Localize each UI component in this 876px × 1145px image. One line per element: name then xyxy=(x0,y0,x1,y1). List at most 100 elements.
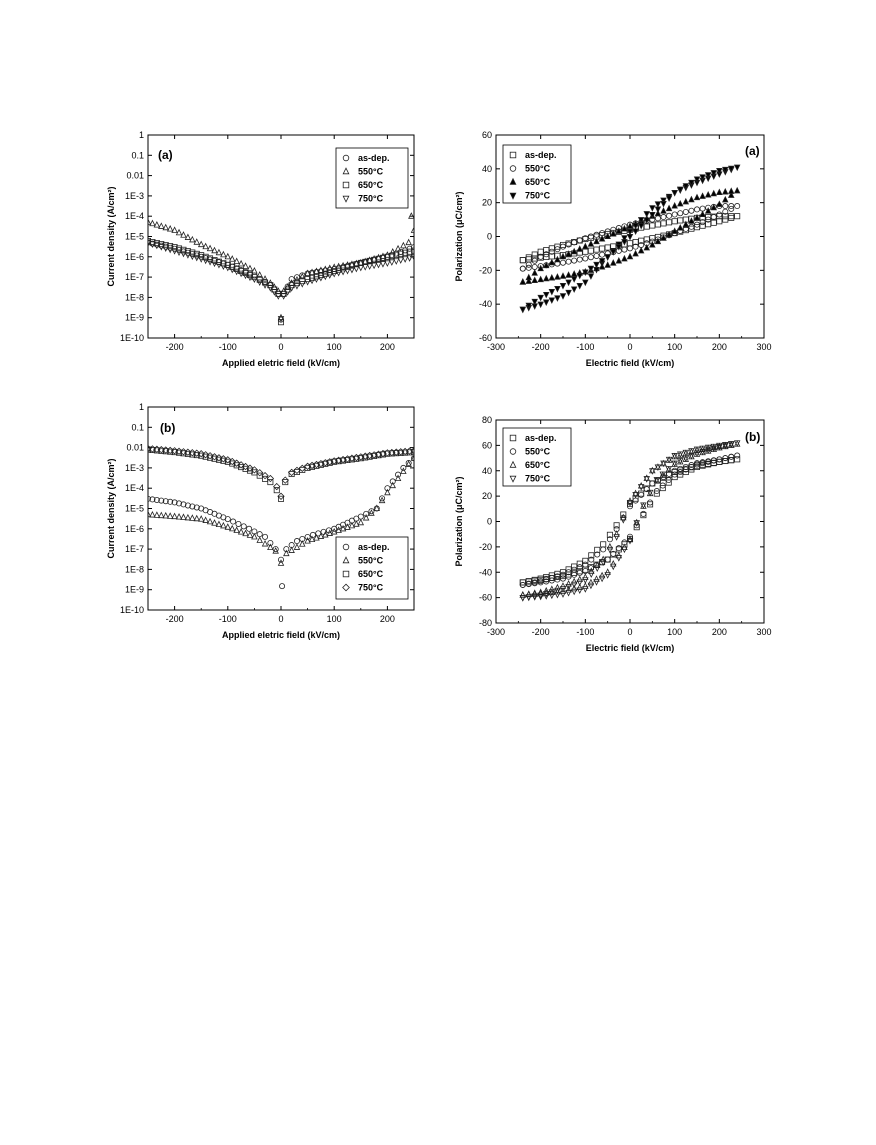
y-tick-label: 1E-7 xyxy=(125,272,144,282)
x-tick-label: 200 xyxy=(712,342,727,352)
data-point xyxy=(565,289,572,297)
data-point xyxy=(694,206,701,213)
data-point xyxy=(250,466,259,474)
data-point xyxy=(262,533,269,540)
data-point xyxy=(149,496,156,503)
data-point xyxy=(519,595,527,602)
data-point xyxy=(604,244,611,251)
data-point xyxy=(565,271,572,278)
data-point xyxy=(728,453,735,460)
data-point xyxy=(273,482,281,491)
data-point xyxy=(267,285,274,292)
data-point xyxy=(357,264,365,272)
y-tick-label: -20 xyxy=(479,265,492,275)
data-point xyxy=(677,199,684,207)
data-point xyxy=(153,221,161,228)
data-point xyxy=(410,247,414,254)
data-point xyxy=(733,440,741,447)
data-point xyxy=(688,217,695,224)
data-point xyxy=(728,213,735,220)
data-point xyxy=(388,259,396,266)
data-point xyxy=(671,453,678,460)
y-tick-label: 0.01 xyxy=(126,171,144,181)
y-tick-label: 1 xyxy=(139,130,144,140)
data-point xyxy=(525,277,533,284)
legend-marker xyxy=(509,165,517,172)
data-point xyxy=(224,458,231,465)
data-point xyxy=(235,520,242,527)
y-tick-label: 1E-3 xyxy=(125,191,144,201)
data-point xyxy=(613,530,620,537)
data-point xyxy=(267,479,274,486)
data-point xyxy=(361,264,369,271)
data-point xyxy=(560,243,567,250)
data-point xyxy=(598,575,606,583)
data-point xyxy=(283,546,290,553)
data-point xyxy=(548,585,556,592)
data-point xyxy=(215,454,223,462)
data-point xyxy=(313,269,320,276)
data-point xyxy=(224,264,232,272)
data-point xyxy=(665,477,672,484)
data-point xyxy=(638,491,645,498)
data-point xyxy=(184,252,192,259)
x-tick-label: -100 xyxy=(576,342,594,352)
data-point xyxy=(366,256,373,263)
data-point xyxy=(682,466,689,473)
data-point xyxy=(588,556,595,563)
data-point xyxy=(722,213,729,220)
data-point xyxy=(649,205,656,212)
data-point xyxy=(699,219,706,226)
y-tick-label: 1E-8 xyxy=(125,292,144,302)
data-point xyxy=(189,503,196,510)
data-point xyxy=(148,495,151,502)
y-tick-label: 1E-7 xyxy=(125,544,144,554)
data-point xyxy=(531,255,538,262)
data-point xyxy=(688,195,695,203)
data-point xyxy=(531,276,538,283)
data-point xyxy=(202,516,209,523)
data-point xyxy=(587,578,595,586)
data-point xyxy=(570,286,578,293)
data-point xyxy=(394,474,402,482)
data-point xyxy=(633,518,640,526)
data-point xyxy=(288,285,295,292)
data-point xyxy=(162,498,169,505)
data-point xyxy=(621,246,628,253)
data-point xyxy=(531,298,538,306)
data-point xyxy=(304,269,311,277)
data-point xyxy=(677,210,684,217)
data-point xyxy=(599,555,607,563)
data-point xyxy=(576,237,583,244)
data-point xyxy=(525,578,532,585)
data-point xyxy=(621,546,628,554)
series-group xyxy=(148,444,414,590)
data-point xyxy=(525,261,532,268)
data-point xyxy=(587,265,595,273)
y-tick-label: 80 xyxy=(482,415,492,425)
data-point xyxy=(548,592,556,600)
data-point xyxy=(599,251,606,258)
data-point xyxy=(582,242,589,250)
data-point xyxy=(594,551,601,558)
data-point xyxy=(370,255,378,262)
data-point xyxy=(593,261,600,269)
y-tick-label: 1E-6 xyxy=(125,524,144,534)
data-point xyxy=(220,521,227,529)
data-point xyxy=(722,458,729,465)
data-point xyxy=(699,192,706,199)
data-point xyxy=(570,584,578,592)
data-point xyxy=(598,235,606,242)
panel-label: (b) xyxy=(160,421,175,435)
data-point xyxy=(699,205,706,212)
legend-label: as-dep. xyxy=(525,150,557,160)
data-point xyxy=(716,456,723,463)
data-point xyxy=(587,565,594,572)
data-point xyxy=(565,586,572,593)
series-4 xyxy=(148,240,414,323)
data-point xyxy=(348,260,356,267)
data-point xyxy=(175,447,183,455)
data-point xyxy=(734,203,741,210)
data-point xyxy=(388,252,395,259)
